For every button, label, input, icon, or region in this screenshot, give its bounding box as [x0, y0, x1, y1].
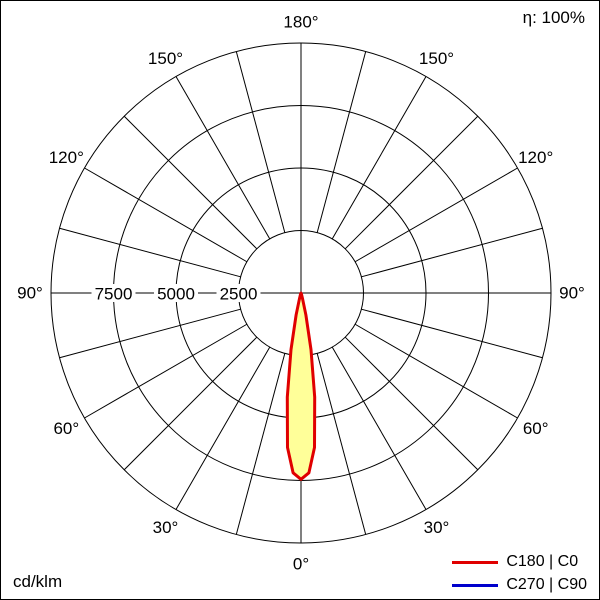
grid-spoke	[331, 76, 427, 240]
angle-label-60: 60°	[53, 419, 79, 438]
ring-label-2500: 2500	[220, 285, 258, 304]
ring-label-7500: 7500	[95, 285, 133, 304]
grid-spoke	[344, 336, 479, 471]
grid-spoke	[59, 308, 241, 359]
grid-spoke	[361, 308, 543, 359]
grid-spoke	[235, 51, 286, 233]
angle-label-0: 0°	[293, 555, 309, 574]
angle-label-150: 150°	[148, 49, 183, 68]
legend-item-c180-c0: C180 | C0	[452, 553, 587, 571]
grid-spoke	[344, 115, 479, 250]
ring-label-bg	[216, 284, 261, 302]
legend: C180 | C0 C270 | C90	[452, 553, 587, 594]
series-c180-c0	[285, 291, 317, 481]
units-label: cd/klm	[13, 572, 63, 591]
angle-label-90: 90°	[559, 284, 585, 303]
efficiency-label: η: 100%	[522, 8, 585, 27]
grid-spoke	[84, 167, 248, 263]
ring-label-5000: 5000	[157, 285, 195, 304]
ring-label-bg	[91, 284, 136, 302]
legend-line-c180-c0-icon	[452, 560, 499, 564]
angle-label-60: 60°	[523, 419, 549, 438]
angle-label-120: 120°	[518, 148, 553, 167]
grid-spoke	[175, 76, 271, 240]
grid-spoke	[354, 167, 518, 263]
legend-line-c270-c90-icon	[452, 583, 499, 587]
legend-label-c270-c90: C270 | C90	[506, 576, 587, 593]
grid-spoke	[361, 227, 543, 278]
grid-spoke	[235, 353, 286, 535]
grid-spoke	[316, 353, 367, 535]
legend-label-c180-c0: C180 | C0	[506, 553, 579, 570]
angle-label-150: 150°	[419, 49, 454, 68]
grid-spoke	[84, 323, 248, 419]
grid-spoke	[123, 115, 258, 250]
grid-spoke	[331, 346, 427, 510]
grid-spoke	[175, 346, 271, 510]
grid-spoke	[316, 51, 367, 233]
grid-spoke	[123, 336, 258, 471]
angle-label-180: 180°	[283, 13, 318, 32]
angle-label-30: 30°	[153, 518, 179, 537]
angle-label-90: 90°	[17, 284, 43, 303]
ring-label-bg	[154, 284, 198, 302]
grid-spoke	[354, 323, 518, 419]
angle-label-120: 120°	[49, 148, 84, 167]
grid-spoke	[59, 227, 241, 278]
legend-item-c270-c90: C270 | C90	[452, 576, 587, 594]
angle-label-30: 30°	[424, 518, 450, 537]
